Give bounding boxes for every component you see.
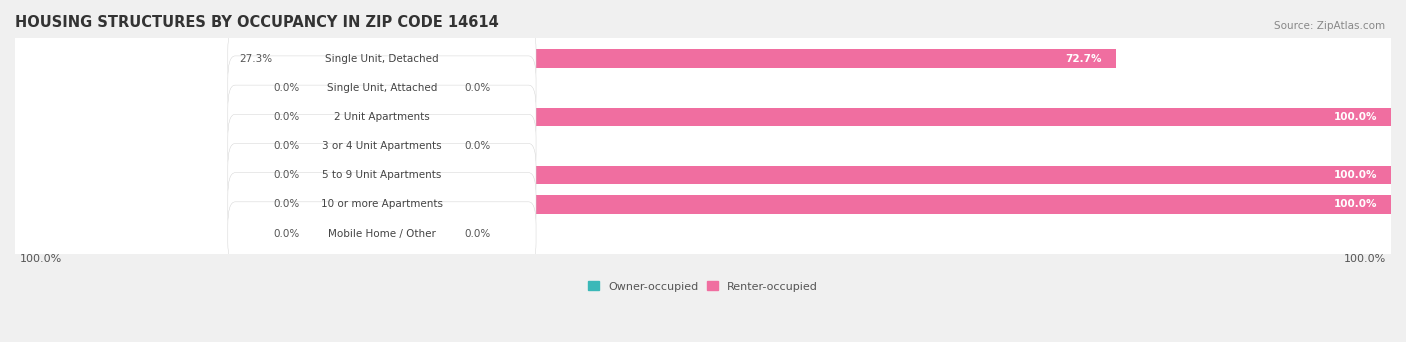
FancyBboxPatch shape	[4, 70, 1402, 163]
FancyBboxPatch shape	[382, 166, 1391, 184]
FancyBboxPatch shape	[228, 27, 536, 90]
Text: 0.0%: 0.0%	[273, 112, 299, 122]
Text: HOUSING STRUCTURES BY OCCUPANCY IN ZIP CODE 14614: HOUSING STRUCTURES BY OCCUPANCY IN ZIP C…	[15, 15, 499, 30]
Text: 0.0%: 0.0%	[464, 229, 491, 239]
Text: 0.0%: 0.0%	[273, 229, 299, 239]
Text: 5 to 9 Unit Apartments: 5 to 9 Unit Apartments	[322, 170, 441, 180]
FancyBboxPatch shape	[281, 50, 382, 68]
Text: 3 or 4 Unit Apartments: 3 or 4 Unit Apartments	[322, 141, 441, 151]
FancyBboxPatch shape	[308, 195, 382, 213]
FancyBboxPatch shape	[4, 100, 1402, 193]
Text: 0.0%: 0.0%	[464, 83, 491, 93]
FancyBboxPatch shape	[382, 137, 456, 155]
Text: Single Unit, Detached: Single Unit, Detached	[325, 54, 439, 64]
Text: 0.0%: 0.0%	[273, 141, 299, 151]
Text: 0.0%: 0.0%	[273, 199, 299, 210]
FancyBboxPatch shape	[228, 144, 536, 207]
FancyBboxPatch shape	[382, 50, 1115, 68]
Text: 27.3%: 27.3%	[239, 54, 273, 64]
FancyBboxPatch shape	[4, 129, 1402, 222]
Text: 10 or more Apartments: 10 or more Apartments	[321, 199, 443, 210]
Text: Source: ZipAtlas.com: Source: ZipAtlas.com	[1274, 21, 1385, 30]
Text: Mobile Home / Other: Mobile Home / Other	[328, 229, 436, 239]
FancyBboxPatch shape	[382, 108, 1391, 126]
FancyBboxPatch shape	[228, 56, 536, 120]
Text: 2 Unit Apartments: 2 Unit Apartments	[335, 112, 430, 122]
Text: 100.0%: 100.0%	[1334, 112, 1378, 122]
Text: Single Unit, Attached: Single Unit, Attached	[326, 83, 437, 93]
Text: 100.0%: 100.0%	[1334, 170, 1378, 180]
FancyBboxPatch shape	[308, 166, 382, 184]
FancyBboxPatch shape	[382, 195, 1391, 213]
FancyBboxPatch shape	[308, 137, 382, 155]
FancyBboxPatch shape	[4, 187, 1402, 280]
FancyBboxPatch shape	[4, 41, 1402, 134]
Text: 100.0%: 100.0%	[1344, 253, 1386, 264]
Text: 100.0%: 100.0%	[1334, 199, 1378, 210]
FancyBboxPatch shape	[308, 79, 382, 97]
Text: 100.0%: 100.0%	[20, 253, 62, 264]
FancyBboxPatch shape	[4, 158, 1402, 251]
FancyBboxPatch shape	[308, 108, 382, 126]
Text: 0.0%: 0.0%	[273, 170, 299, 180]
FancyBboxPatch shape	[382, 79, 456, 97]
FancyBboxPatch shape	[4, 12, 1402, 105]
FancyBboxPatch shape	[228, 85, 536, 149]
Legend: Owner-occupied, Renter-occupied: Owner-occupied, Renter-occupied	[583, 277, 823, 296]
FancyBboxPatch shape	[308, 225, 382, 243]
Text: 0.0%: 0.0%	[273, 83, 299, 93]
FancyBboxPatch shape	[228, 173, 536, 236]
Text: 72.7%: 72.7%	[1066, 54, 1102, 64]
FancyBboxPatch shape	[228, 202, 536, 265]
FancyBboxPatch shape	[382, 225, 456, 243]
FancyBboxPatch shape	[228, 114, 536, 178]
Text: 0.0%: 0.0%	[464, 141, 491, 151]
